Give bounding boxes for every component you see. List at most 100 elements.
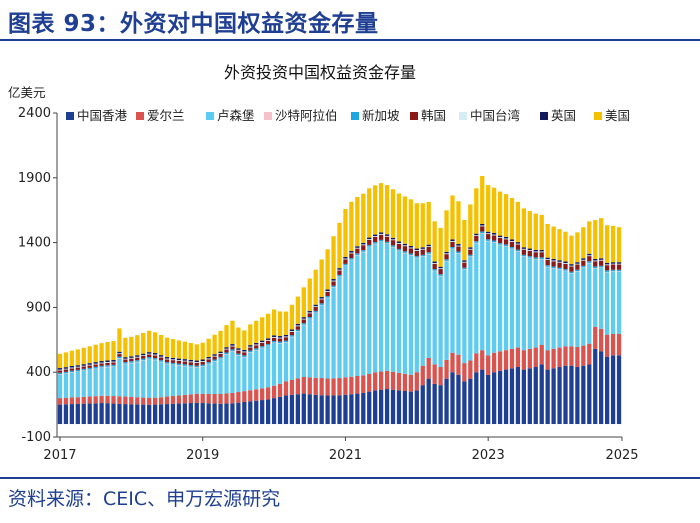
bar-segment-7-40 [289, 330, 295, 332]
bar-segment-8-50 [349, 251, 354, 253]
bar-segment-4-82 [539, 258, 544, 260]
bar-segment-9-53 [367, 188, 372, 238]
bar-segment-3-90 [587, 263, 592, 344]
bar-segment-9-3 [69, 350, 75, 366]
bar-segment-2-78 [515, 347, 521, 368]
bar-segment-3-48 [337, 276, 342, 379]
bar-segment-9-15 [141, 332, 146, 354]
bar-segment-1-3 [69, 404, 75, 425]
bar-segment-2-27 [212, 393, 217, 404]
bar-segment-5-51 [355, 253, 360, 255]
bar-segment-8-25 [200, 359, 205, 362]
bar-segment-2-19 [164, 396, 170, 405]
bar-segment-7-43 [307, 312, 312, 314]
source-note: 资料来源：CEIC、申万宏源研究 [8, 488, 281, 510]
bar-segment-8-81 [533, 249, 538, 252]
bar-segment-2-91 [593, 326, 598, 349]
bar-segment-4-86 [563, 270, 568, 272]
bar-segment-7-37 [271, 336, 277, 338]
bar-segment-9-7 [93, 344, 98, 363]
bar-segment-5-1 [57, 372, 63, 375]
bar-segment-8-71 [474, 233, 479, 236]
bar-segment-2-64 [432, 364, 437, 384]
bar-segment-9-12 [123, 337, 128, 358]
bar-segment-5-36 [265, 343, 271, 346]
bar-segment-5-72 [480, 231, 485, 234]
bar-segment-9-1 [57, 353, 63, 369]
bar-segment-5-8 [99, 365, 104, 368]
bar-segment-3-7 [93, 368, 98, 397]
bar-segment-9-35 [260, 317, 265, 341]
bar-segment-3-92 [599, 267, 604, 329]
bar-segment-8-73 [486, 231, 491, 234]
bar-segment-2-93 [604, 334, 610, 357]
bar-segment-9-39 [283, 311, 289, 335]
bar-segment-8-91 [593, 258, 598, 261]
bar-segment-6-67 [450, 241, 455, 247]
bar-segment-1-70 [468, 378, 473, 425]
bar-segment-6-16 [147, 354, 152, 358]
bar-segment-4-91 [593, 268, 598, 269]
bar-segment-7-52 [361, 244, 366, 246]
bar-segment-8-56 [384, 234, 390, 236]
bar-segment-9-13 [129, 336, 134, 357]
bar-segment-8-77 [509, 239, 515, 242]
bar-segment-4-85 [557, 269, 562, 270]
bar-segment-4-23 [188, 366, 193, 368]
bar-segment-7-47 [331, 280, 336, 282]
bar-segment-7-16 [147, 353, 152, 355]
bar-segment-2-35 [260, 388, 265, 401]
bar-segment-9-93 [604, 225, 610, 263]
bar-segment-8-67 [450, 239, 455, 242]
bar-segment-2-52 [361, 375, 366, 393]
bar-segment-4-57 [390, 246, 396, 248]
bar-segment-5-28 [218, 356, 223, 359]
bar-segment-5-65 [438, 274, 443, 276]
bar-segment-6-50 [349, 253, 354, 259]
bar-segment-6-49 [343, 259, 348, 264]
bar-segment-2-69 [462, 363, 467, 382]
bar-segment-8-13 [129, 356, 134, 358]
bar-segment-5-20 [170, 362, 176, 365]
bar-segment-2-79 [521, 350, 527, 370]
bar-segment-8-83 [545, 257, 550, 260]
bar-segment-4-79 [521, 256, 527, 257]
bar-segment-6-90 [587, 256, 592, 262]
bar-segment-5-5 [81, 368, 86, 371]
bar-segment-4-24 [194, 367, 199, 368]
bar-segment-2-84 [551, 348, 556, 369]
bar-segment-5-71 [474, 241, 479, 243]
bar-segment-3-88 [575, 271, 580, 347]
bar-segment-3-79 [521, 256, 527, 351]
bar-segment-1-67 [450, 372, 455, 425]
bar-segment-6-35 [260, 342, 265, 347]
bar-segment-6-31 [236, 350, 241, 354]
bar-segment-3-46 [325, 298, 330, 379]
bar-segment-9-44 [313, 269, 318, 305]
bar-segment-5-14 [135, 360, 140, 362]
bar-segment-8-55 [378, 232, 384, 234]
bar-segment-5-63 [426, 252, 431, 254]
bar-segment-4-1 [57, 374, 63, 375]
bar-segment-6-11 [117, 354, 122, 357]
bar-segment-9-31 [236, 327, 241, 349]
bar-segment-2-74 [491, 352, 497, 373]
bar-segment-4-52 [361, 251, 366, 253]
bar-segment-7-18 [158, 356, 164, 358]
bar-segment-8-93 [604, 262, 610, 265]
bar-segment-9-18 [158, 335, 164, 356]
bar-segment-6-30 [230, 346, 235, 350]
bar-segment-1-85 [557, 367, 562, 425]
bar-segment-2-53 [367, 374, 372, 392]
bar-segment-8-78 [515, 242, 521, 244]
bar-segment-6-8 [99, 363, 104, 366]
bar-segment-8-49 [343, 256, 348, 259]
bar-segment-8-15 [141, 353, 146, 356]
bar-segment-5-45 [319, 303, 324, 305]
bar-segment-5-66 [444, 259, 449, 261]
bar-segment-2-77 [509, 348, 515, 369]
bar-segment-1-31 [236, 402, 241, 425]
bar-segment-1-23 [188, 403, 193, 425]
bar-segment-6-24 [194, 362, 199, 366]
bar-segment-9-92 [599, 218, 604, 259]
